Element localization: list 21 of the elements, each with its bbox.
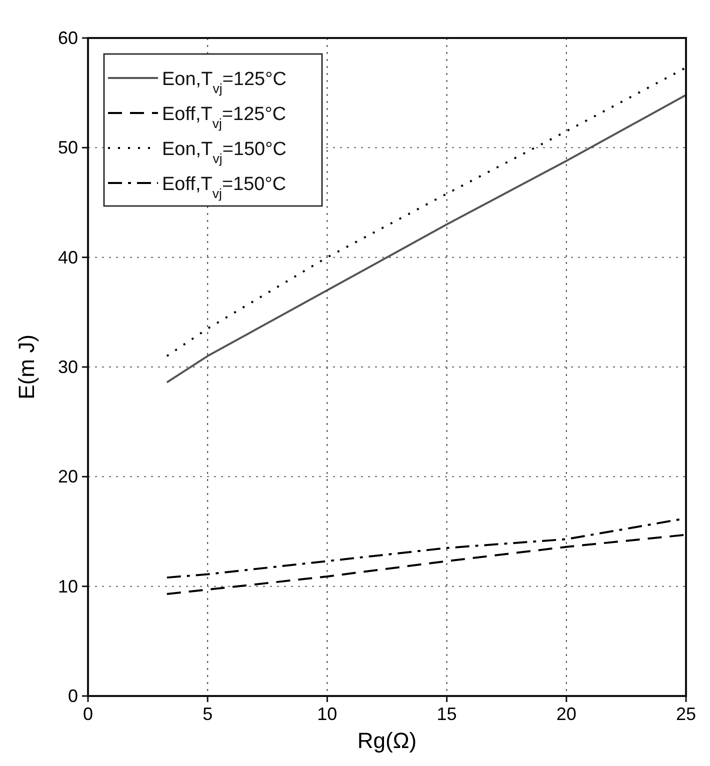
legend-label: Eoff,T$_{vj}$=125°C (162, 104, 286, 130)
y-tick-label: 0 (68, 686, 78, 706)
line-series (166, 94, 687, 384)
line-series (166, 66, 687, 358)
x-tick-label: 0 (82, 704, 94, 724)
legend-label: Eoff,T$_{vj}$=150°C (162, 174, 286, 200)
x-tick-label: 15 (436, 704, 457, 724)
legend-label: Eon,T$_{vj}$=150°C (162, 139, 286, 166)
y-tick-label: 60 (58, 28, 78, 48)
x-tick-label: 10 (317, 704, 338, 724)
x-tick-label: 20 (556, 704, 576, 724)
y-tick-label: 50 (58, 138, 78, 158)
x-tick-label: 25 (676, 704, 696, 724)
x-axis-title: Rg(Ω) (357, 728, 417, 753)
y-tick-label: 40 (58, 247, 78, 268)
x-tick-label: 5 (202, 704, 213, 724)
y-tick-label: 30 (58, 357, 78, 377)
y-axis-title: E(m J) (14, 334, 39, 400)
legend-label: Eon,T$_{vj}$=125°C (162, 69, 286, 96)
y-tick-label: 10 (58, 576, 78, 596)
y-tick-label: 20 (58, 466, 78, 487)
